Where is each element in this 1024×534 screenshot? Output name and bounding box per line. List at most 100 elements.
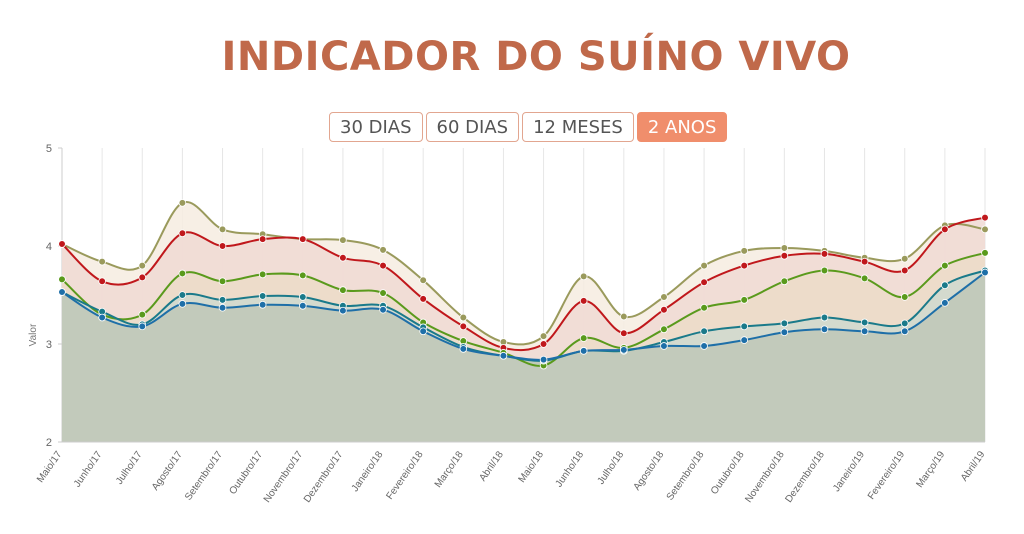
data-point [820, 325, 829, 334]
x-tick-label: Abril/18 [477, 449, 506, 483]
data-point [900, 327, 909, 336]
data-point [539, 355, 548, 364]
data-point [981, 249, 989, 257]
data-point [339, 306, 347, 315]
x-tick-label: Julho/18 [596, 449, 627, 487]
data-point [780, 328, 789, 337]
data-point [780, 244, 789, 252]
data-point [258, 292, 267, 300]
data-point [499, 351, 508, 360]
y-axis-label: Valor [28, 323, 39, 346]
x-tick-label: Março/18 [433, 449, 466, 490]
data-point [941, 299, 949, 307]
x-tick-label: Outubro/18 [709, 449, 747, 497]
data-point [941, 281, 949, 290]
data-point [138, 261, 147, 270]
x-tick-label: Janeiro/19 [831, 449, 867, 494]
data-point [740, 336, 749, 344]
x-tick-label: Dezembro/18 [783, 449, 827, 505]
data-point [379, 246, 387, 254]
data-point [258, 270, 267, 279]
data-point [459, 345, 468, 353]
data-point [981, 268, 989, 277]
x-tick-label: Agosto/17 [150, 449, 185, 493]
tab-30-dias[interactable]: 30 DIAS [329, 112, 423, 142]
y-tick-label: 3 [46, 339, 52, 351]
x-tick-label: Maio/18 [517, 449, 547, 485]
data-point [981, 213, 989, 222]
data-point [539, 340, 548, 348]
data-point [740, 296, 749, 304]
tab-2-anos[interactable]: 2 ANOS [636, 112, 728, 142]
data-point [820, 250, 829, 258]
x-tick-label: Março/19 [914, 449, 947, 490]
data-point [700, 261, 708, 270]
data-point [58, 288, 66, 296]
data-point [58, 240, 66, 248]
x-tick-label: Novembro/17 [262, 449, 306, 505]
data-point [780, 277, 789, 286]
data-point [860, 327, 869, 336]
x-tick-label: Setembro/18 [665, 449, 707, 503]
data-point [298, 271, 307, 280]
data-point [820, 266, 829, 275]
data-point [660, 305, 668, 314]
data-point [218, 225, 227, 234]
data-point [860, 318, 869, 327]
data-point [138, 273, 147, 282]
data-point [98, 257, 106, 266]
data-point [339, 286, 347, 294]
data-point [660, 325, 668, 334]
x-tick-label: Junho/18 [554, 449, 587, 489]
data-point [780, 319, 789, 328]
tab-12-meses[interactable]: 12 MESES [522, 112, 634, 142]
data-point [178, 291, 187, 299]
data-point [740, 322, 749, 331]
data-point [820, 313, 829, 322]
x-tick-label: Setembro/17 [183, 449, 225, 503]
x-tick-label: Janeiro/18 [350, 449, 386, 494]
data-point [620, 312, 628, 321]
data-point [740, 261, 749, 270]
data-point [339, 236, 347, 244]
data-point [941, 261, 949, 270]
data-point [258, 300, 267, 309]
data-point [981, 225, 989, 234]
data-point [419, 295, 427, 303]
x-tick-label: Novembro/18 [743, 449, 787, 505]
tab-60-dias[interactable]: 60 DIAS [425, 112, 520, 142]
data-point [379, 261, 387, 270]
x-tick-label: Agosto/18 [632, 449, 667, 493]
data-point [379, 305, 387, 314]
data-point [740, 247, 749, 255]
x-tick-label: Maio/17 [35, 449, 65, 485]
data-point [178, 300, 187, 308]
x-tick-label: Fevereiro/18 [384, 449, 425, 502]
data-point [218, 296, 227, 304]
data-point [539, 332, 548, 340]
data-point [579, 347, 588, 355]
data-point [98, 313, 106, 322]
data-point [178, 269, 187, 278]
x-tick-label: Abril/19 [959, 449, 988, 483]
y-tick-label: 5 [46, 143, 52, 155]
data-point [138, 322, 147, 331]
data-point [298, 235, 307, 243]
series-area [62, 272, 985, 442]
data-point [218, 277, 227, 286]
y-tick-label: 2 [46, 437, 52, 449]
data-point [660, 293, 668, 301]
data-point [218, 242, 227, 250]
data-point [178, 229, 187, 238]
data-point [298, 301, 307, 310]
data-point [258, 235, 267, 243]
x-tick-label: Dezembro/17 [302, 449, 346, 505]
data-point [579, 297, 588, 305]
x-tick-label: Julho/17 [114, 449, 145, 487]
data-point [579, 272, 588, 281]
data-point [700, 278, 708, 287]
data-point [900, 266, 909, 275]
data-point [298, 293, 307, 301]
data-point [379, 289, 387, 297]
x-tick-label: Outubro/17 [227, 449, 265, 497]
